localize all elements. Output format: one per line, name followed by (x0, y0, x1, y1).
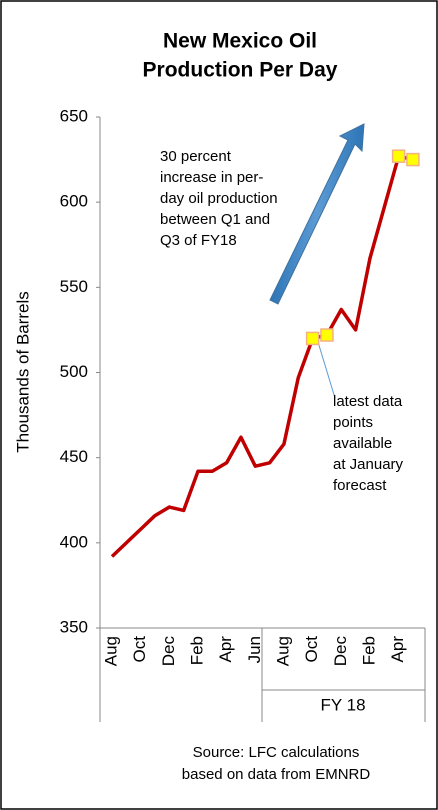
y-tick-label: 400 (60, 532, 88, 551)
y-tick-label: 650 (60, 106, 88, 125)
x-tick-label: Feb (187, 636, 206, 665)
x-tick-label: Oct (130, 636, 149, 663)
annotation: forecast (333, 477, 387, 494)
annotation: latest data (333, 393, 403, 410)
highlight-marker (320, 328, 334, 342)
annotation: Q3 of FY18 (160, 232, 237, 249)
chart-title: New Mexico Oil (163, 30, 317, 53)
highlight-marker (391, 149, 406, 163)
x-tick-label: Oct (302, 636, 321, 663)
highlight-marker (406, 152, 420, 167)
x-tick-label: Apr (216, 636, 235, 663)
y-tick-label: 350 (60, 617, 88, 636)
x-tick-label: Dec (159, 636, 178, 667)
group-label: FY 18 (320, 695, 365, 714)
annotation: 30 percent (160, 148, 232, 165)
arrow (269, 123, 365, 305)
source-note: based on data from EMNRD (182, 766, 371, 783)
annotation: day oil production (160, 190, 278, 207)
y-tick-label: 600 (60, 192, 88, 211)
y-tick-label: 550 (60, 277, 88, 296)
chart-title: Production Per Day (143, 59, 338, 82)
annotation: points (333, 414, 373, 431)
x-tick-label: Apr (388, 636, 407, 663)
highlight-marker (305, 331, 320, 346)
y-tick-label: 450 (60, 447, 88, 466)
x-tick-label: Aug (273, 636, 292, 666)
x-tick-label: Feb (359, 636, 378, 665)
y-axis-label: Thousands of Barrels (13, 291, 32, 453)
annotation: between Q1 and (160, 211, 270, 228)
y-tick-label: 500 (60, 362, 88, 381)
data-line (110, 154, 414, 558)
x-tick-label: Jun (245, 636, 264, 663)
x-tick-label: Dec (331, 636, 350, 667)
annotation: available (333, 435, 392, 452)
callout-line (317, 341, 336, 399)
annotation: increase in per- (160, 169, 263, 186)
annotation: at January (333, 456, 404, 473)
x-tick-label: Aug (101, 636, 120, 666)
source-note: Source: LFC calculations (193, 744, 360, 761)
